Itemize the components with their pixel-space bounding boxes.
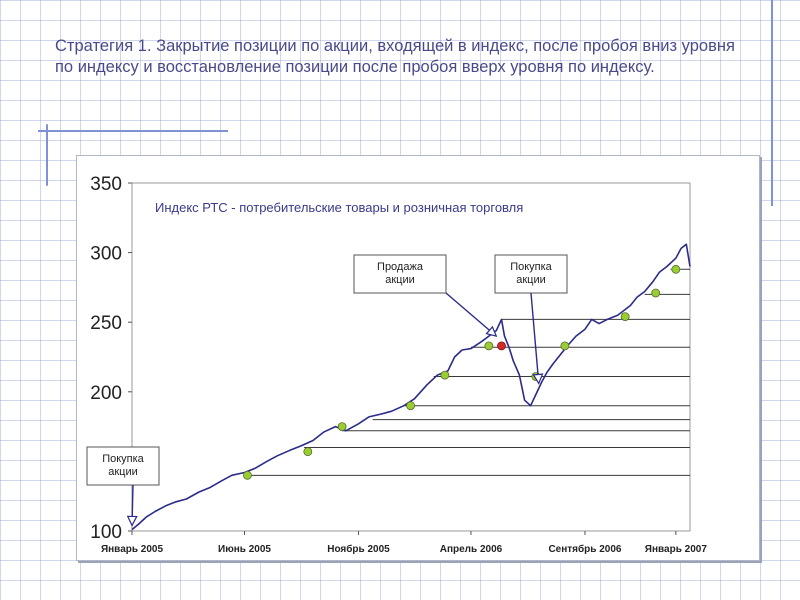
level-break-point-green: [440, 370, 450, 380]
annotation-label-buy1: Покупка: [102, 453, 144, 465]
y-tick-label: 350: [90, 174, 122, 195]
x-tick-label: Сентябрь 2006: [548, 543, 621, 555]
margin-decoration-horizontal: [38, 130, 228, 132]
annotation-label-sell: акции: [385, 274, 415, 286]
x-tick-label: Январь 2005: [101, 544, 164, 555]
annotation-label-sell: Продажа: [377, 261, 424, 273]
annotation-box-buy1: [86, 446, 160, 486]
slide-title: Стратегия 1. Закрытие позиции по акции, …: [55, 37, 735, 76]
level-break-point-green: [651, 288, 661, 298]
annotation-arrowhead-buy2: [532, 373, 544, 385]
y-tick-label: 250: [90, 313, 122, 334]
level-break-point-green: [243, 470, 252, 480]
annotation-box-sell: [353, 254, 447, 294]
y-tick-label: 300: [90, 244, 122, 265]
level-break-point-green: [337, 422, 347, 432]
annotation-label-buy1: акции: [108, 466, 138, 478]
annotation-label-buy2: Покупка: [510, 261, 552, 273]
annotation-arrow-sell: [445, 292, 497, 337]
annotation-arrow-buy2: [530, 292, 540, 384]
x-tick-label: Апрель 2006: [440, 544, 503, 555]
right-decoration-line: [771, 0, 773, 206]
level-break-point-green: [560, 341, 570, 351]
margin-decoration-vertical: [46, 124, 48, 186]
plot-area-border: [131, 182, 691, 532]
sell-point-red: [497, 341, 506, 351]
y-tick-label: 200: [90, 383, 122, 404]
level-break-point-green: [671, 264, 681, 274]
index-series-line: [131, 243, 691, 531]
line-chart: 100 200 250 300 350 Январь 2005 Июнь 2005 Ноябр…: [86, 174, 708, 555]
annotation-arrowhead-sell: [485, 325, 498, 337]
chart-frame: 100 200 250 300 350 Январь 2005 Июнь 2005 Ноябр…: [76, 155, 760, 561]
chart-title: Индекс РТС - потребительские товары и ро…: [155, 200, 523, 215]
x-tick-label: Июнь 2005: [218, 544, 271, 555]
x-tick-label: Ноябрь 2005: [327, 543, 390, 555]
level-break-point-green: [620, 312, 630, 322]
annotation-label-buy2: акции: [516, 274, 546, 286]
level-break-point-green: [484, 341, 494, 351]
x-tick-label: Январь 2007: [645, 544, 708, 555]
y-tick-label: 100: [90, 522, 122, 543]
level-break-point-green: [406, 401, 416, 411]
level-break-point-green: [303, 447, 313, 457]
annotation-arrowhead-buy1: [126, 515, 138, 527]
